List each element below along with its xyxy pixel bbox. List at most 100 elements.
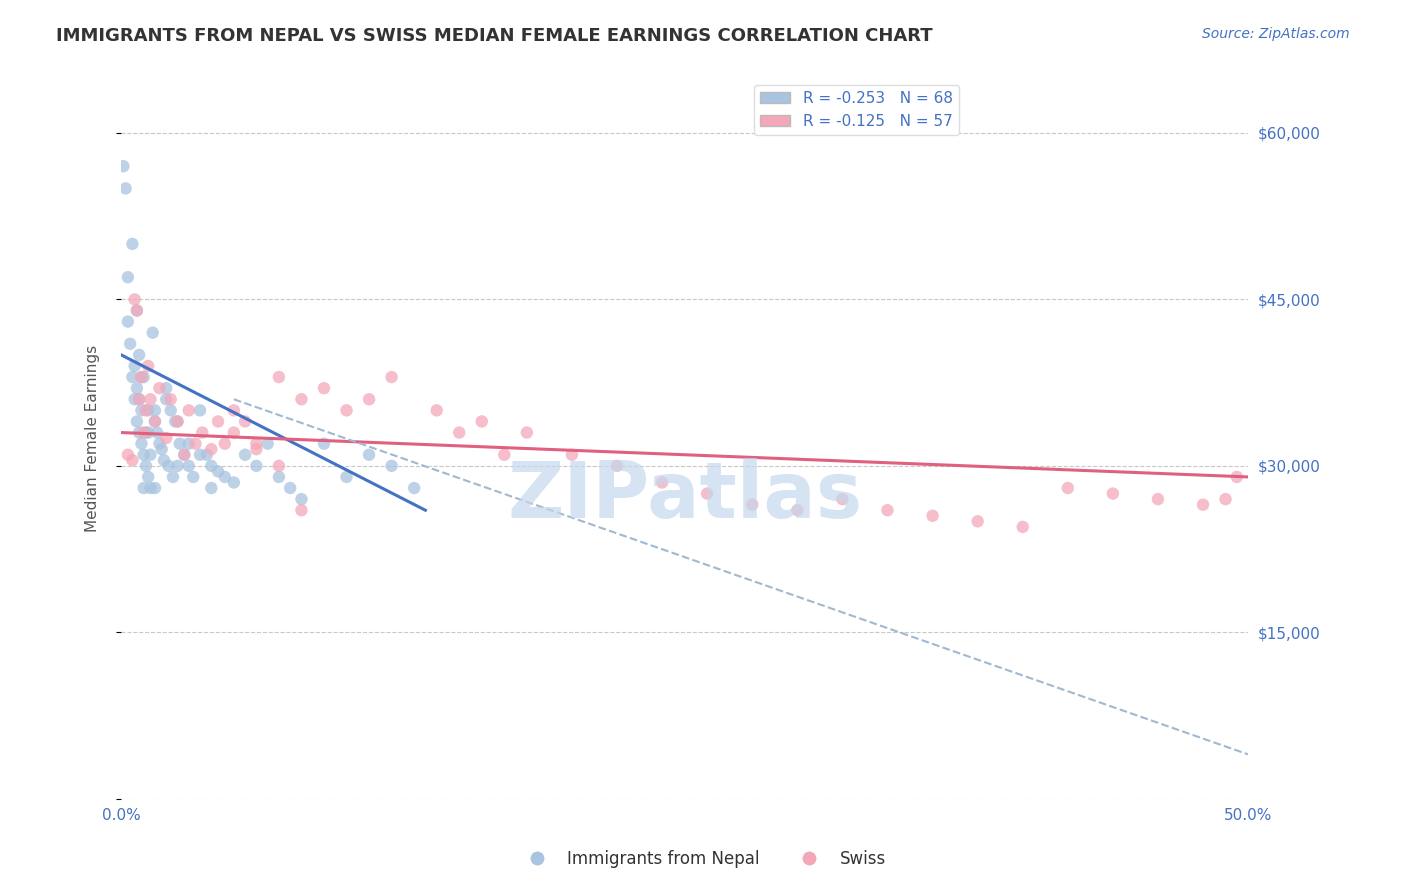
- Point: [214, 470, 236, 484]
- Point: [222, 403, 245, 417]
- Point: [181, 470, 204, 484]
- Point: [1147, 492, 1170, 507]
- Point: [267, 370, 290, 384]
- Point: [267, 458, 290, 473]
- Point: [381, 370, 404, 384]
- Point: [132, 425, 155, 440]
- Point: [876, 503, 898, 517]
- Point: [143, 481, 166, 495]
- Point: [142, 326, 165, 340]
- Point: [169, 436, 191, 450]
- Point: [112, 159, 135, 173]
- Point: [162, 470, 184, 484]
- Point: [233, 414, 256, 428]
- Point: [267, 470, 290, 484]
- Point: [117, 270, 139, 285]
- Point: [128, 425, 150, 440]
- Point: [125, 303, 148, 318]
- Point: [155, 392, 177, 407]
- Point: [121, 370, 143, 384]
- Point: [335, 470, 357, 484]
- Point: [124, 392, 146, 407]
- Point: [155, 381, 177, 395]
- Point: [290, 392, 312, 407]
- Point: [173, 448, 195, 462]
- Point: [155, 431, 177, 445]
- Point: [290, 492, 312, 507]
- Point: [256, 436, 278, 450]
- Point: [561, 448, 583, 462]
- Point: [166, 414, 188, 428]
- Point: [312, 381, 335, 395]
- Point: [381, 458, 404, 473]
- Point: [426, 403, 449, 417]
- Point: [921, 508, 943, 523]
- Point: [139, 392, 162, 407]
- Text: IMMIGRANTS FROM NEPAL VS SWISS MEDIAN FEMALE EARNINGS CORRELATION CHART: IMMIGRANTS FROM NEPAL VS SWISS MEDIAN FE…: [56, 27, 932, 45]
- Point: [139, 481, 162, 495]
- Point: [148, 381, 170, 395]
- Point: [120, 336, 142, 351]
- Point: [606, 458, 628, 473]
- Point: [146, 425, 169, 440]
- Point: [114, 181, 136, 195]
- Point: [966, 514, 988, 528]
- Point: [121, 453, 143, 467]
- Point: [1102, 486, 1125, 500]
- Point: [159, 403, 181, 417]
- Point: [148, 436, 170, 450]
- Point: [159, 392, 181, 407]
- Point: [335, 403, 357, 417]
- Point: [233, 448, 256, 462]
- Point: [124, 293, 146, 307]
- Point: [831, 492, 853, 507]
- Point: [143, 403, 166, 417]
- Point: [278, 481, 301, 495]
- Point: [449, 425, 471, 440]
- Point: [214, 436, 236, 450]
- Point: [124, 359, 146, 373]
- Point: [150, 442, 173, 457]
- Legend: R = -0.253   N = 68, R = -0.125   N = 57: R = -0.253 N = 68, R = -0.125 N = 57: [754, 85, 959, 135]
- Point: [121, 236, 143, 251]
- Point: [136, 403, 159, 417]
- Point: [173, 448, 195, 462]
- Point: [404, 481, 426, 495]
- Point: [357, 392, 380, 407]
- Point: [1011, 520, 1033, 534]
- Point: [200, 442, 222, 457]
- Point: [125, 414, 148, 428]
- Point: [471, 414, 494, 428]
- Point: [125, 381, 148, 395]
- Point: [131, 370, 153, 384]
- Point: [135, 403, 157, 417]
- Point: [131, 403, 153, 417]
- Point: [696, 486, 718, 500]
- Point: [200, 481, 222, 495]
- Point: [200, 458, 222, 473]
- Point: [494, 448, 516, 462]
- Point: [177, 458, 200, 473]
- Point: [786, 503, 808, 517]
- Y-axis label: Median Female Earnings: Median Female Earnings: [86, 344, 100, 532]
- Point: [741, 498, 763, 512]
- Point: [188, 448, 211, 462]
- Point: [191, 425, 214, 440]
- Point: [136, 425, 159, 440]
- Point: [177, 436, 200, 450]
- Point: [132, 481, 155, 495]
- Point: [357, 448, 380, 462]
- Point: [135, 425, 157, 440]
- Point: [184, 436, 207, 450]
- Point: [131, 370, 153, 384]
- Point: [136, 359, 159, 373]
- Point: [166, 414, 188, 428]
- Point: [128, 392, 150, 407]
- Point: [132, 370, 155, 384]
- Point: [1215, 492, 1237, 507]
- Point: [516, 425, 538, 440]
- Point: [143, 414, 166, 428]
- Point: [125, 303, 148, 318]
- Point: [312, 436, 335, 450]
- Point: [245, 458, 267, 473]
